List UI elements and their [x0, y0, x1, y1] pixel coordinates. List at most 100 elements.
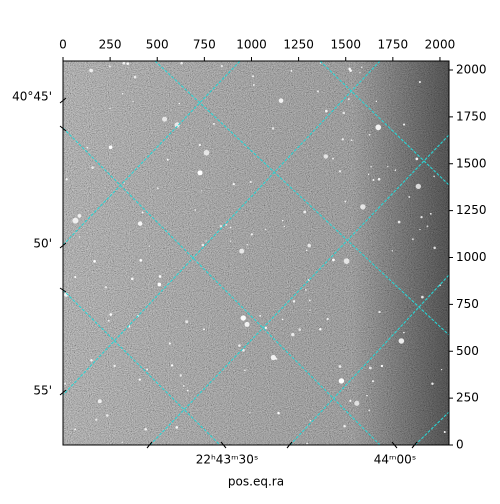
- star: [108, 65, 111, 68]
- star: [306, 442, 308, 445]
- star: [225, 224, 228, 226]
- star: [264, 228, 267, 231]
- star: [368, 366, 372, 370]
- star: [290, 69, 293, 72]
- star: [259, 314, 262, 317]
- star: [323, 154, 329, 159]
- grid-line: [63, 289, 221, 445]
- star: [104, 286, 108, 289]
- star: [185, 320, 189, 324]
- star: [370, 166, 372, 168]
- star: [244, 321, 250, 327]
- star: [72, 217, 79, 224]
- ra-tick-label: 44ᵐ00ˢ: [374, 453, 417, 467]
- star: [252, 84, 255, 87]
- star: [74, 276, 77, 279]
- star: [326, 317, 329, 321]
- star: [360, 66, 363, 69]
- x-tick-label: 250: [99, 38, 122, 52]
- star: [368, 409, 371, 412]
- y-tick-label: 0: [456, 438, 464, 452]
- star: [350, 139, 353, 142]
- star: [86, 146, 89, 149]
- star: [249, 412, 251, 414]
- axes-frame: [62, 60, 450, 446]
- x-tick-label: 500: [146, 38, 169, 52]
- star: [347, 98, 350, 101]
- star: [426, 225, 429, 228]
- star: [194, 209, 197, 211]
- star: [197, 170, 203, 176]
- star: [397, 220, 401, 224]
- star: [343, 258, 350, 264]
- star: [408, 196, 411, 198]
- star: [264, 326, 268, 330]
- star: [203, 328, 206, 331]
- star: [372, 178, 375, 181]
- world-tick: [286, 441, 293, 449]
- star: [338, 365, 342, 368]
- x-tick-label: 2000: [425, 38, 456, 52]
- star: [298, 328, 302, 331]
- world-tick: [59, 125, 67, 132]
- star: [64, 382, 67, 385]
- star: [220, 64, 223, 68]
- star: [229, 226, 232, 229]
- star: [175, 426, 179, 429]
- star: [391, 250, 394, 252]
- world-tick: [411, 441, 418, 449]
- star: [156, 187, 159, 190]
- star: [354, 400, 360, 406]
- sky-image: [63, 61, 449, 445]
- star: [123, 182, 125, 184]
- star: [130, 277, 134, 281]
- star: [212, 122, 215, 125]
- x-tick-label: 1000: [236, 38, 267, 52]
- star: [179, 374, 182, 377]
- grid-line: [63, 61, 241, 246]
- star: [398, 338, 405, 344]
- star: [174, 122, 180, 128]
- star: [277, 411, 280, 415]
- star: [205, 240, 207, 242]
- world-tick: [59, 97, 67, 104]
- star: [403, 123, 406, 126]
- star: [332, 258, 335, 262]
- star: [244, 369, 246, 372]
- star: [281, 318, 284, 321]
- star: [229, 240, 232, 242]
- star: [109, 313, 113, 316]
- grid-line: [63, 127, 381, 445]
- x-tick-label: 1250: [283, 38, 314, 52]
- star: [433, 175, 436, 178]
- star: [307, 243, 312, 248]
- star: [341, 138, 344, 141]
- star: [415, 183, 422, 190]
- star: [93, 260, 96, 263]
- star: [429, 212, 432, 215]
- star: [113, 364, 116, 368]
- star: [282, 219, 284, 222]
- image-shade: [63, 61, 449, 445]
- world-tick: [59, 287, 67, 293]
- star: [219, 224, 223, 228]
- star: [106, 414, 109, 417]
- y-tick-label: 1250: [456, 203, 487, 217]
- star: [198, 143, 201, 147]
- star: [121, 92, 124, 95]
- star: [319, 328, 322, 331]
- ra-tick-label: 22ʰ43ᵐ30ˢ: [196, 453, 259, 467]
- star: [65, 178, 68, 181]
- star: [133, 75, 137, 79]
- star: [180, 61, 183, 65]
- star: [443, 430, 446, 433]
- star: [139, 259, 143, 262]
- star: [421, 295, 424, 299]
- star: [344, 200, 347, 203]
- star: [319, 62, 322, 64]
- star: [122, 61, 126, 65]
- star: [170, 364, 174, 367]
- star: [411, 238, 414, 241]
- star: [292, 300, 296, 303]
